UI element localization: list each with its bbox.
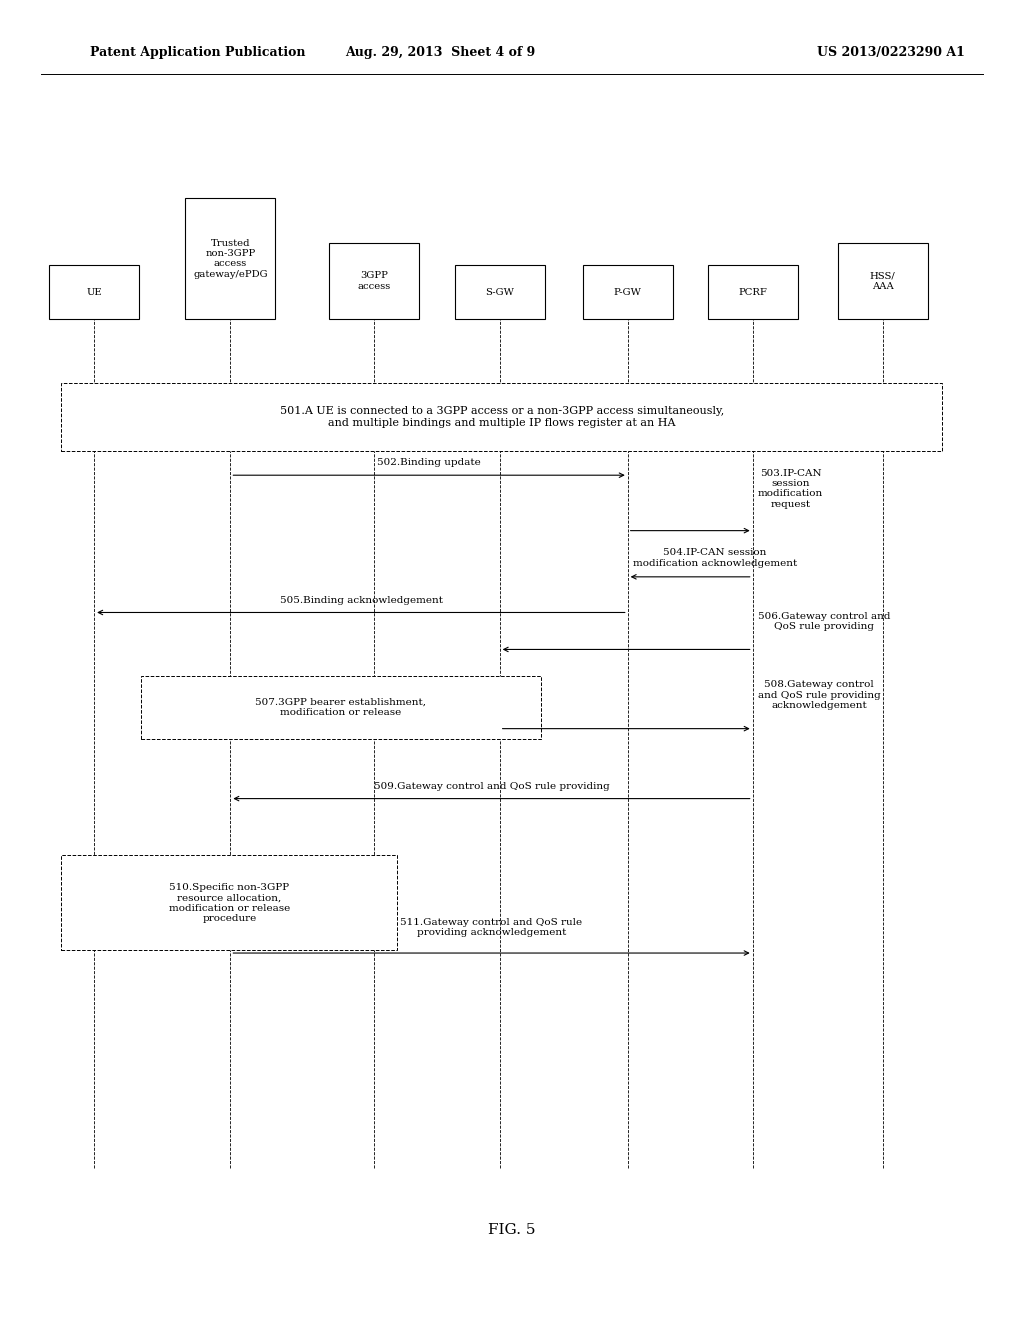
Text: FIG. 5: FIG. 5 <box>488 1224 536 1237</box>
Text: PCRF: PCRF <box>738 288 767 297</box>
Text: 504.IP-CAN session
modification acknowledgement: 504.IP-CAN session modification acknowle… <box>633 548 797 568</box>
Text: 502.Binding update: 502.Binding update <box>377 458 481 467</box>
Text: 507.3GPP bearer establishment,
modification or release: 507.3GPP bearer establishment, modificat… <box>256 698 426 717</box>
Bar <box>583 265 673 319</box>
Bar <box>61 383 942 451</box>
Bar <box>838 243 928 319</box>
Text: 510.Specific non-3GPP
resource allocation,
modification or release
procedure: 510.Specific non-3GPP resource allocatio… <box>169 883 290 923</box>
Bar <box>49 265 139 319</box>
Text: 509.Gateway control and QoS rule providing: 509.Gateway control and QoS rule providi… <box>374 781 609 791</box>
Text: 3GPP
access: 3GPP access <box>357 272 390 290</box>
Text: 505.Binding acknowledgement: 505.Binding acknowledgement <box>280 595 443 605</box>
Text: Aug. 29, 2013  Sheet 4 of 9: Aug. 29, 2013 Sheet 4 of 9 <box>345 46 536 59</box>
Text: P-GW: P-GW <box>613 288 642 297</box>
Text: UE: UE <box>86 288 102 297</box>
Text: Patent Application Publication: Patent Application Publication <box>90 46 305 59</box>
Bar <box>455 265 545 319</box>
Text: 503.IP-CAN
session
modification
request: 503.IP-CAN session modification request <box>758 469 823 508</box>
Text: HSS/
AAA: HSS/ AAA <box>869 272 896 290</box>
Text: S-GW: S-GW <box>485 288 514 297</box>
Text: Trusted
non-3GPP
access
gateway/ePDG: Trusted non-3GPP access gateway/ePDG <box>194 239 267 279</box>
Text: 508.Gateway control
and QoS rule providing
acknowledgement: 508.Gateway control and QoS rule providi… <box>758 680 881 710</box>
Bar <box>61 855 397 950</box>
Bar <box>708 265 798 319</box>
Text: 501.A UE is connected to a 3GPP access or a non-3GPP access simultaneously,
and : 501.A UE is connected to a 3GPP access o… <box>280 407 724 428</box>
Text: 506.Gateway control and
QoS rule providing: 506.Gateway control and QoS rule providi… <box>758 611 890 631</box>
Bar <box>185 198 275 319</box>
Text: US 2013/0223290 A1: US 2013/0223290 A1 <box>817 46 965 59</box>
Text: 511.Gateway control and QoS rule
providing acknowledgement: 511.Gateway control and QoS rule providi… <box>400 917 583 937</box>
Bar <box>329 243 419 319</box>
Bar <box>141 676 541 739</box>
